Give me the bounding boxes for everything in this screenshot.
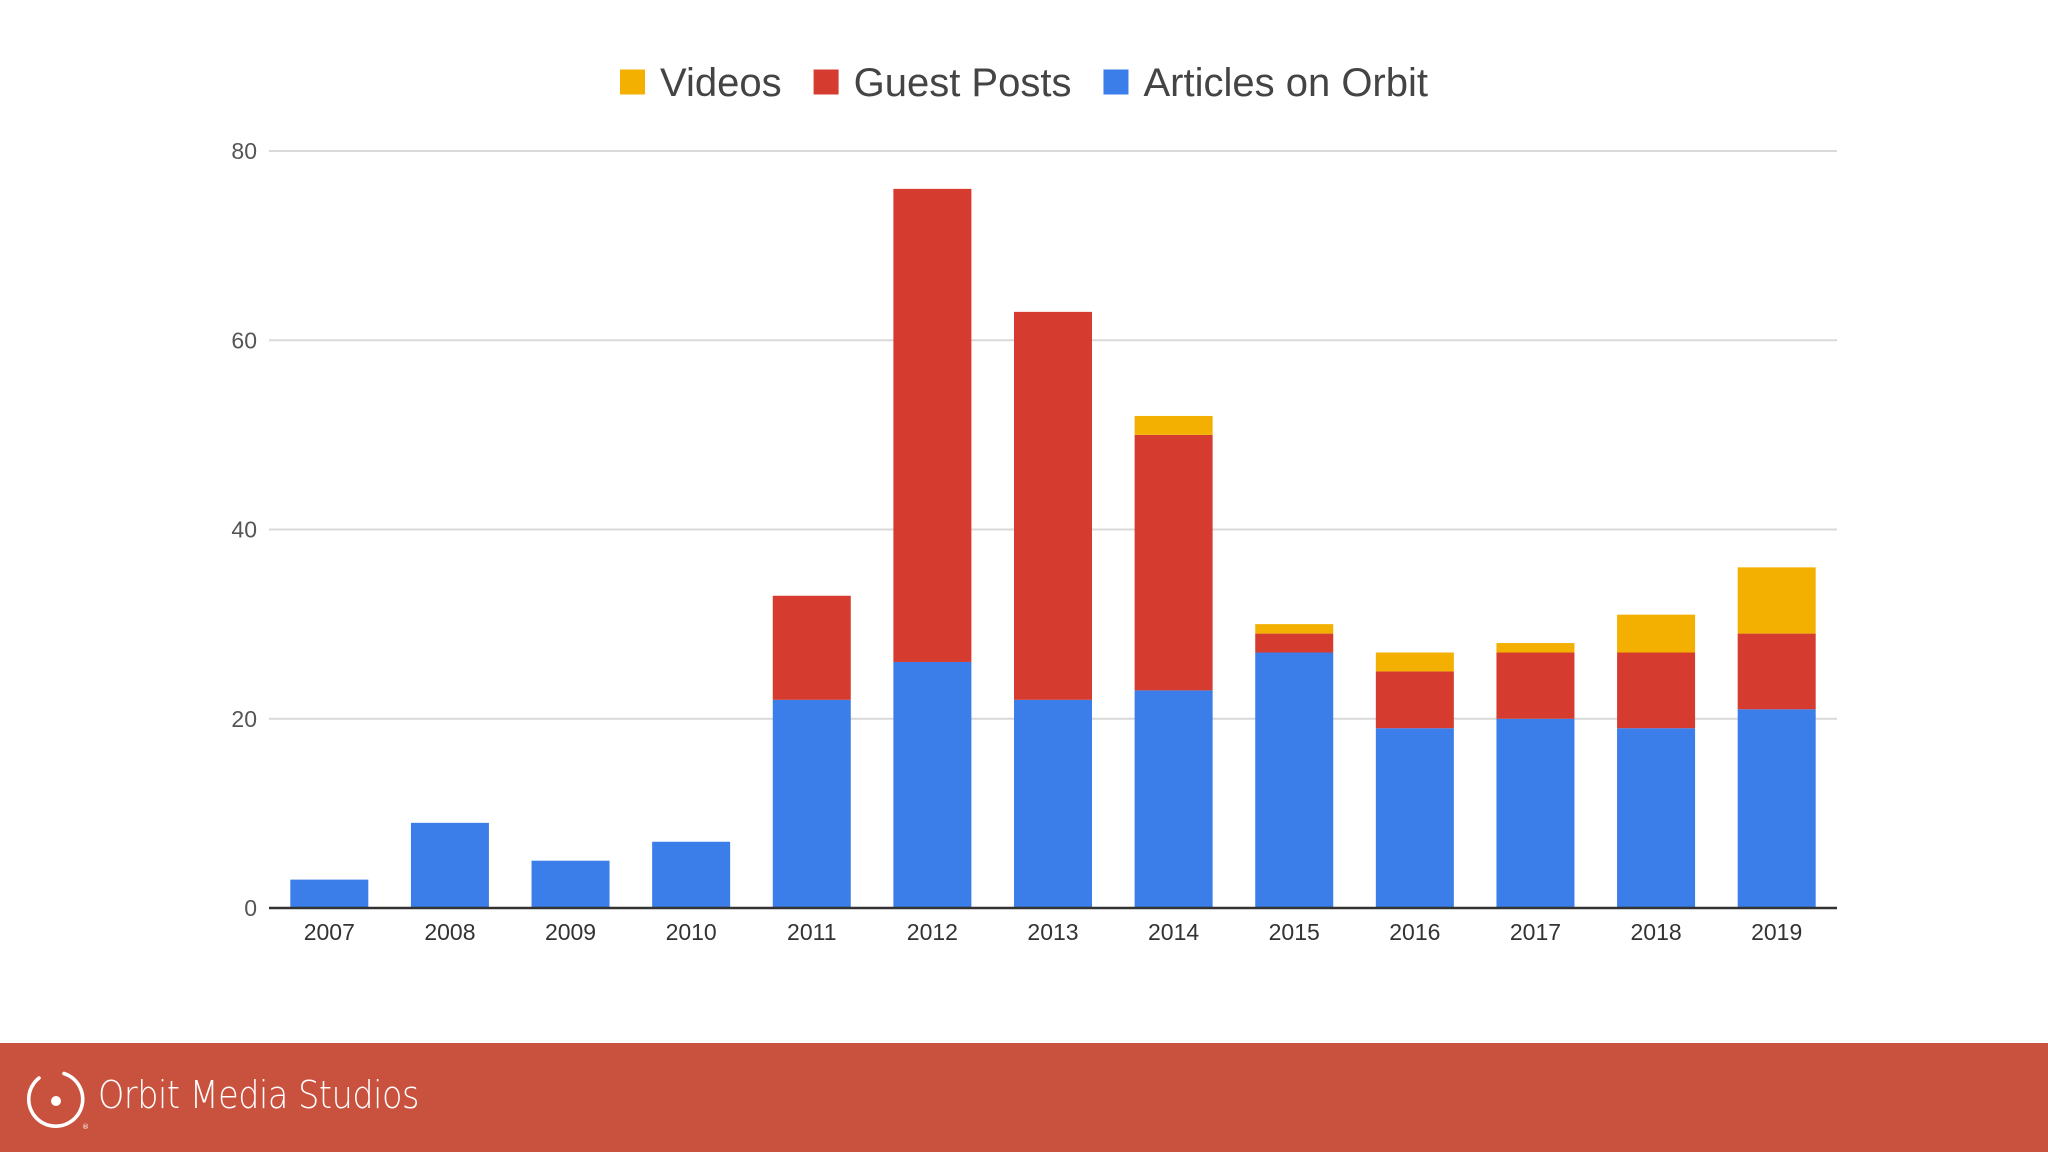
- x-tick-label: 2011: [787, 919, 836, 945]
- bar-guest-posts-2015: [1255, 633, 1334, 653]
- bar-articles-on-orbit-2018: [1617, 728, 1696, 908]
- legend-label-guest-posts: Guest Posts: [854, 61, 1072, 105]
- legend-swatch-videos: [620, 69, 645, 95]
- stacked-bar-chart: Videos Guest Posts Articles on Orbit 0 20 40…: [231, 61, 1837, 945]
- x-tick-label: 2017: [1510, 919, 1561, 945]
- bar-articles-on-orbit-2016: [1375, 728, 1454, 908]
- x-tick-label: 2015: [1269, 919, 1320, 945]
- legend-label-articles-on-orbit: Articles on Orbit: [1143, 61, 1428, 105]
- y-tick-label: 40: [231, 517, 257, 543]
- bar-guest-posts-2018: [1617, 652, 1696, 729]
- chart-legend: Videos Guest Posts Articles on Orbit: [620, 61, 1428, 105]
- brand-name: Orbit Media Studios: [98, 1073, 419, 1117]
- bar-articles-on-orbit-2013: [1014, 699, 1092, 908]
- bar-articles-on-orbit-2011: [772, 699, 851, 908]
- bar-articles-on-orbit-2009: [531, 860, 610, 908]
- bar-articles-on-orbit-2015: [1255, 652, 1334, 908]
- bar-articles-on-orbit-2007: [290, 879, 369, 908]
- x-tick-label: 2019: [1751, 919, 1802, 945]
- bar-articles-on-orbit-2010: [652, 841, 731, 908]
- x-tick-label: 2016: [1389, 919, 1440, 945]
- legend-label-videos: Videos: [660, 61, 782, 105]
- y-tick-label: 0: [244, 895, 257, 921]
- bar-videos-2019: [1737, 567, 1816, 634]
- x-tick-label: 2013: [1027, 919, 1078, 945]
- legend-swatch-guest-posts: [813, 69, 839, 95]
- x-tick-label: 2018: [1630, 919, 1681, 945]
- orbit-logo-icon: ®: [26, 1071, 88, 1131]
- bar-guest-posts-2014: [1134, 434, 1213, 691]
- y-axis-tick-labels: 0 20 40 60 80: [231, 138, 257, 921]
- bar-articles-on-orbit-2017: [1496, 718, 1575, 908]
- x-tick-label: 2010: [666, 919, 717, 945]
- bar-guest-posts-2012: [893, 188, 972, 662]
- x-axis-tick-labels: 2007 2008 2009 2010 2011 2012 2013 2014 2015 2016…: [304, 919, 1803, 945]
- y-tick-label: 60: [231, 327, 257, 353]
- bar-guest-posts-2011: [772, 595, 851, 700]
- bar-videos-2016: [1375, 652, 1454, 672]
- bar-videos-2018: [1617, 614, 1696, 653]
- bar-videos-2015: [1255, 624, 1334, 634]
- legend-swatch-articles-on-orbit: [1103, 69, 1129, 95]
- bar-articles-on-orbit-2008: [410, 822, 489, 908]
- x-tick-label: 2007: [304, 919, 355, 945]
- x-tick-label: 2014: [1148, 919, 1199, 945]
- y-tick-label: 80: [231, 138, 257, 164]
- bar-guest-posts-2019: [1737, 633, 1816, 710]
- bar-articles-on-orbit-2019: [1737, 709, 1816, 908]
- bar-articles-on-orbit-2014: [1134, 690, 1213, 908]
- footer-bar: ® Orbit Media Studios: [0, 1043, 2048, 1152]
- bars: [290, 188, 1816, 908]
- bar-videos-2014: [1134, 415, 1213, 435]
- bar-guest-posts-2016: [1375, 671, 1454, 729]
- bar-videos-2017: [1496, 643, 1575, 653]
- bar-guest-posts-2013: [1014, 311, 1092, 700]
- y-tick-label: 20: [231, 706, 257, 732]
- svg-text:®: ®: [82, 1123, 88, 1131]
- x-tick-label: 2008: [424, 919, 475, 945]
- x-tick-label: 2009: [545, 919, 596, 945]
- x-tick-label: 2012: [907, 919, 958, 945]
- bar-articles-on-orbit-2012: [893, 661, 972, 908]
- bar-guest-posts-2017: [1496, 652, 1575, 719]
